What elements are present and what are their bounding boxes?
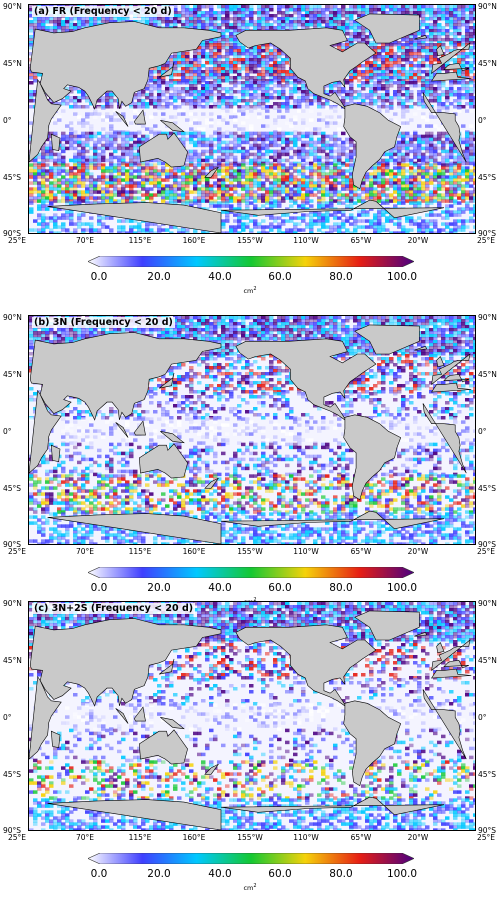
- lat-label: 0°: [478, 427, 487, 436]
- lon-label: 160°E: [182, 236, 206, 245]
- lon-label: 20°W: [407, 236, 429, 245]
- lon-label: 65°W: [350, 236, 372, 245]
- panel-title: (a) FR (Frequency < 20 d): [32, 6, 174, 17]
- lat-label: 0°: [3, 116, 12, 125]
- lat-label: 45°N: [478, 656, 497, 665]
- lat-label: 45°S: [478, 770, 497, 779]
- lat-label: 45°S: [3, 484, 22, 493]
- lon-label: 155°W: [237, 833, 263, 842]
- lon-label: 25°E: [7, 547, 27, 556]
- unit-exponent: 2: [253, 597, 257, 603]
- colorbar-tick: 20.0: [147, 868, 171, 880]
- colorbar-tick: 0.0: [90, 582, 108, 594]
- lat-label: 90°N: [478, 599, 497, 608]
- lat-label: 45°S: [3, 173, 22, 182]
- colorbar-tick: 100.0: [386, 582, 418, 594]
- lat-label: 90°S: [478, 540, 497, 549]
- lon-label: 20°W: [407, 833, 429, 842]
- lon-label: 160°E: [182, 833, 206, 842]
- world-map: [28, 4, 476, 234]
- lat-label: 45°S: [478, 484, 497, 493]
- lat-label: 90°S: [3, 826, 22, 835]
- colorbar-unit: cm2: [243, 286, 256, 295]
- unit-base: cm: [243, 287, 254, 296]
- lon-label: 25°E: [476, 547, 496, 556]
- colorbar: [88, 853, 414, 864]
- lat-label: 90°S: [3, 540, 22, 549]
- lat-label: 0°: [3, 713, 12, 722]
- lat-label: 90°N: [478, 313, 497, 322]
- lat-label: 45°N: [478, 370, 497, 379]
- colorbar-tick: 100.0: [386, 271, 418, 283]
- colorbar-tick: 40.0: [208, 868, 232, 880]
- map-panel-b: (b) 3N (Frequency < 20 d) 90°N 45°N 0° 4…: [0, 313, 500, 615]
- lat-label: 90°N: [3, 313, 22, 322]
- colorbar-tick: 0.0: [90, 271, 108, 283]
- colorbar-tick: 0.0: [90, 868, 108, 880]
- world-map: [28, 315, 476, 545]
- lon-label: 25°E: [7, 236, 27, 245]
- lon-label: 115°E: [128, 236, 152, 245]
- colorbar-tick: 80.0: [329, 868, 353, 880]
- lat-label: 45°N: [3, 370, 22, 379]
- map-panel-c: (c) 3N+2S (Frequency < 20 d) 90°N 45°N 0…: [0, 599, 500, 901]
- map-panel-a: (a) FR (Frequency < 20 d) 90°N 45°N 0° 4…: [0, 2, 500, 304]
- unit-exponent: 2: [253, 883, 257, 889]
- lat-label: 45°S: [3, 770, 22, 779]
- colorbar-tick: 60.0: [268, 868, 292, 880]
- lat-label: 90°N: [478, 2, 497, 11]
- lon-label: 25°E: [7, 833, 27, 842]
- lat-label: 45°N: [3, 656, 22, 665]
- lon-label: 25°E: [476, 236, 496, 245]
- unit-base: cm: [243, 884, 254, 893]
- world-map: [28, 601, 476, 831]
- colorbar-tick: 20.0: [147, 582, 171, 594]
- lat-label: 0°: [478, 116, 487, 125]
- colorbar-tick: 60.0: [268, 271, 292, 283]
- lon-label: 155°W: [237, 236, 263, 245]
- lon-label: 110°W: [293, 547, 319, 556]
- lat-label: 45°S: [478, 173, 497, 182]
- lon-label: 115°E: [128, 547, 152, 556]
- colorbar-unit: cm2: [243, 883, 256, 892]
- lat-label: 45°N: [478, 59, 497, 68]
- lon-label: 70°E: [75, 236, 95, 245]
- lon-label: 25°E: [476, 833, 496, 842]
- lat-label: 0°: [3, 427, 12, 436]
- colorbar-tick: 20.0: [147, 271, 171, 283]
- lon-label: 115°E: [128, 833, 152, 842]
- panel-title: (c) 3N+2S (Frequency < 20 d): [32, 603, 196, 614]
- colorbar-tick: 80.0: [329, 582, 353, 594]
- lon-label: 70°E: [75, 833, 95, 842]
- colorbar-tick: 80.0: [329, 271, 353, 283]
- colorbar-tick: 40.0: [208, 582, 232, 594]
- unit-exponent: 2: [253, 286, 257, 292]
- lon-label: 110°W: [293, 833, 319, 842]
- lon-label: 70°E: [75, 547, 95, 556]
- colorbar-tick: 100.0: [386, 868, 418, 880]
- lon-label: 110°W: [293, 236, 319, 245]
- lat-label: 90°S: [478, 229, 497, 238]
- colorbar-tick: 60.0: [268, 582, 292, 594]
- colorbar: [88, 256, 414, 267]
- lat-label: 90°S: [3, 229, 22, 238]
- lon-label: 65°W: [350, 547, 372, 556]
- lat-label: 45°N: [3, 59, 22, 68]
- lon-label: 65°W: [350, 833, 372, 842]
- lon-label: 160°E: [182, 547, 206, 556]
- lat-label: 90°N: [3, 2, 22, 11]
- lon-label: 20°W: [407, 547, 429, 556]
- panel-title: (b) 3N (Frequency < 20 d): [32, 317, 175, 328]
- lon-label: 155°W: [237, 547, 263, 556]
- lat-label: 90°N: [3, 599, 22, 608]
- lat-label: 90°S: [478, 826, 497, 835]
- colorbar: [88, 567, 414, 578]
- colorbar-tick: 40.0: [208, 271, 232, 283]
- lat-label: 0°: [478, 713, 487, 722]
